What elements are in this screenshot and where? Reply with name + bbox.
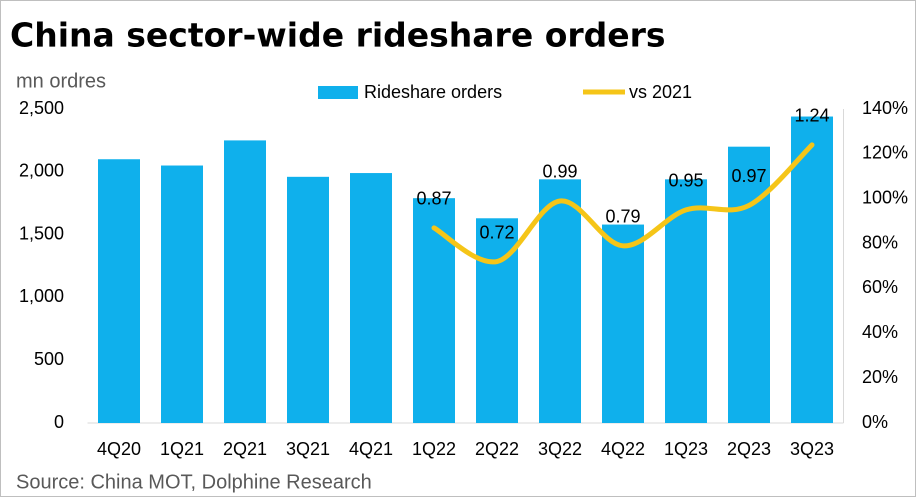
data-label: 0.79: [605, 207, 640, 227]
y-tick-label: 0: [54, 412, 64, 432]
x-tick-label: 3Q22: [538, 439, 582, 459]
bar: [98, 159, 140, 424]
x-tick-label: 3Q21: [286, 439, 330, 459]
legend-label: vs 2021: [629, 82, 692, 102]
bar: [791, 116, 833, 423]
y-tick-label: 1,000: [19, 286, 64, 306]
y-tick-label: 1,500: [19, 223, 64, 243]
source: Source: China MOT, Dolphine Research: [16, 471, 372, 493]
data-label: 0.72: [479, 222, 514, 242]
y2-tick-label: 120%: [862, 143, 908, 163]
bar: [539, 179, 581, 423]
legend-label: Rideshare orders: [364, 82, 502, 102]
y2-tick-label: 40%: [862, 322, 898, 342]
y2-tick-label: 100%: [862, 187, 908, 207]
y-tick-label: 2,500: [19, 98, 64, 118]
x-tick-label: 1Q22: [412, 439, 456, 459]
y2-tick-label: 80%: [862, 232, 898, 252]
x-tick-label: 4Q22: [601, 439, 645, 459]
x-tick-label: 4Q20: [97, 439, 141, 459]
x-tick-label: 2Q21: [223, 439, 267, 459]
x-tick-label: 4Q21: [349, 439, 393, 459]
legend-swatch: [318, 86, 358, 99]
data-label: 0.97: [731, 166, 766, 186]
line: [431, 142, 815, 265]
x-tick-label: 1Q21: [160, 439, 204, 459]
data-label: 0.95: [668, 171, 703, 191]
x-tick-label: 3Q23: [790, 439, 834, 459]
bar: [350, 173, 392, 423]
bar: [728, 146, 770, 423]
y-tick-label: 500: [34, 349, 64, 369]
chart-title: China sector-wide rideshare orders: [10, 16, 666, 55]
bar: [224, 140, 266, 423]
y2-tick-label: 140%: [862, 98, 908, 118]
x-tick-label: 2Q23: [727, 439, 771, 459]
bar: [161, 165, 203, 423]
bar: [287, 176, 329, 423]
y-tick-label: 2,000: [19, 161, 64, 181]
x-tick-label: 2Q22: [475, 439, 519, 459]
data-label: 0.87: [416, 189, 451, 209]
y-axis-label: mn ordres: [16, 70, 106, 92]
x-tick-label: 1Q23: [664, 439, 708, 459]
bar: [602, 224, 644, 423]
bar: [413, 198, 455, 423]
y2-tick-label: 60%: [862, 277, 898, 297]
y2-tick-label: 0%: [862, 412, 888, 432]
y2-tick-label: 20%: [862, 367, 898, 387]
data-label: 1.24: [794, 106, 829, 126]
data-label: 0.99: [542, 162, 577, 182]
